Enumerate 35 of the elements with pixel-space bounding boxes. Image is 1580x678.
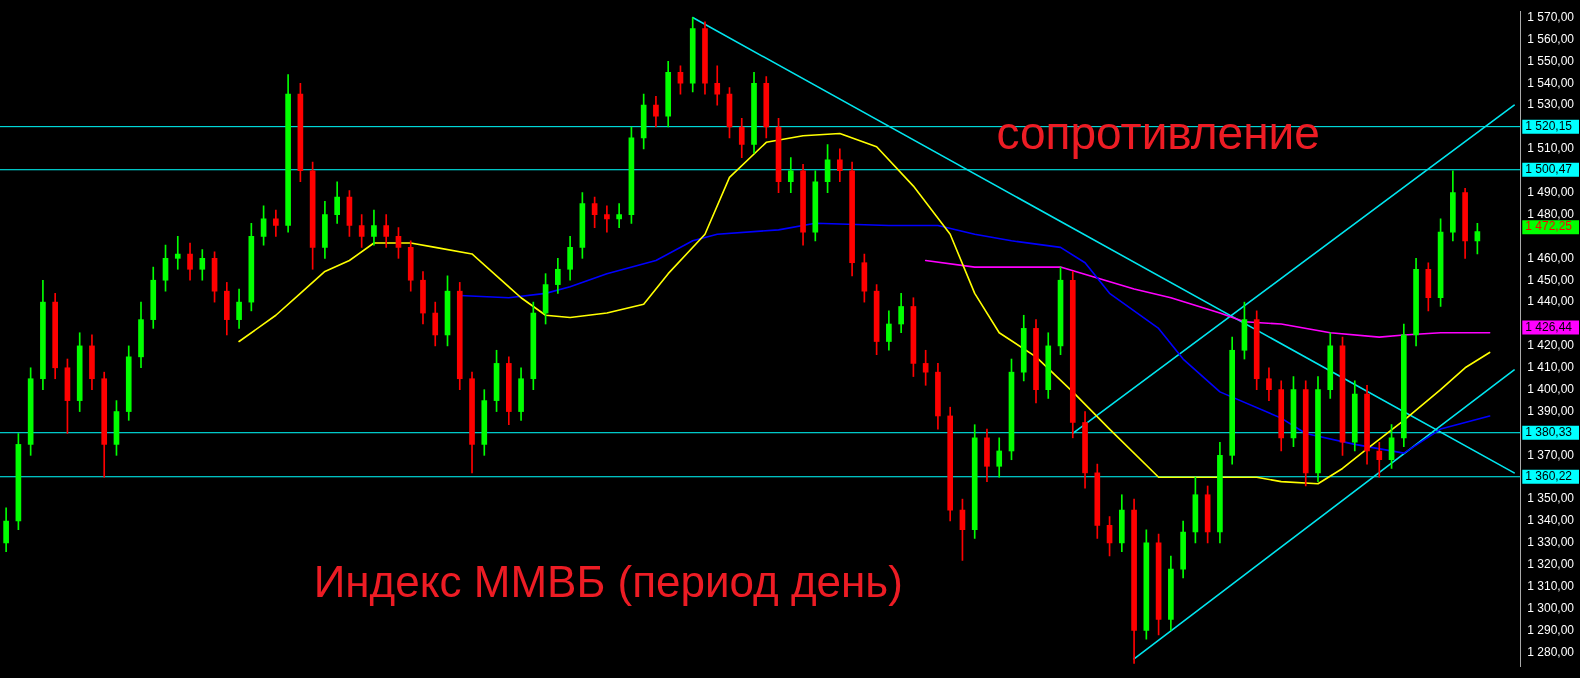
y-tick-label: 1 490,00	[1527, 184, 1575, 199]
y-tick-label: 1 530,00	[1527, 97, 1575, 112]
ref-line-label: 1 500,47	[1525, 162, 1573, 177]
y-tick-label: 1 460,00	[1527, 250, 1575, 265]
candlestick	[604, 205, 610, 233]
candlestick	[174, 236, 181, 270]
candlestick	[616, 203, 622, 229]
ref-line-label: 1 360,22	[1525, 469, 1573, 484]
y-tick-label: 1 550,00	[1527, 53, 1575, 68]
ref-line-label: 1 380,33	[1525, 425, 1573, 440]
y-tick-label: 1 510,00	[1527, 141, 1575, 156]
y-tick-label: 1 480,00	[1527, 206, 1575, 221]
candlestick	[1376, 441, 1383, 478]
text: 1 426,44	[1525, 319, 1573, 334]
y-tick-label: 1 410,00	[1527, 360, 1575, 375]
y-tick-label: 1 400,00	[1527, 381, 1575, 396]
y-tick-label: 1 350,00	[1527, 491, 1575, 506]
y-tick-label: 1 560,00	[1527, 31, 1575, 46]
text: Индекс ММВБ (период день)	[313, 556, 903, 606]
y-tick-label: 1 280,00	[1527, 644, 1575, 659]
y-tick-label: 1 540,00	[1527, 75, 1575, 90]
y-tick-label: 1 450,00	[1527, 272, 1575, 287]
ref-line-label: 1 520,15	[1525, 118, 1573, 133]
y-tick-label: 1 300,00	[1527, 600, 1575, 615]
y-tick-label: 1 330,00	[1527, 535, 1575, 550]
y-tick-label: 1 290,00	[1527, 622, 1575, 637]
y-tick-label: 1 340,00	[1527, 513, 1575, 528]
y-tick-label: 1 320,00	[1527, 557, 1575, 572]
text: 1 472,25	[1525, 219, 1573, 234]
y-tick-label: 1 420,00	[1527, 338, 1575, 353]
y-tick-label: 1 370,00	[1527, 447, 1575, 462]
y-tick-label: 1 440,00	[1527, 294, 1575, 309]
y-tick-label: 1 390,00	[1527, 403, 1575, 418]
y-tick-label: 1 570,00	[1527, 9, 1575, 24]
y-tick-label: 1 310,00	[1527, 579, 1575, 593]
